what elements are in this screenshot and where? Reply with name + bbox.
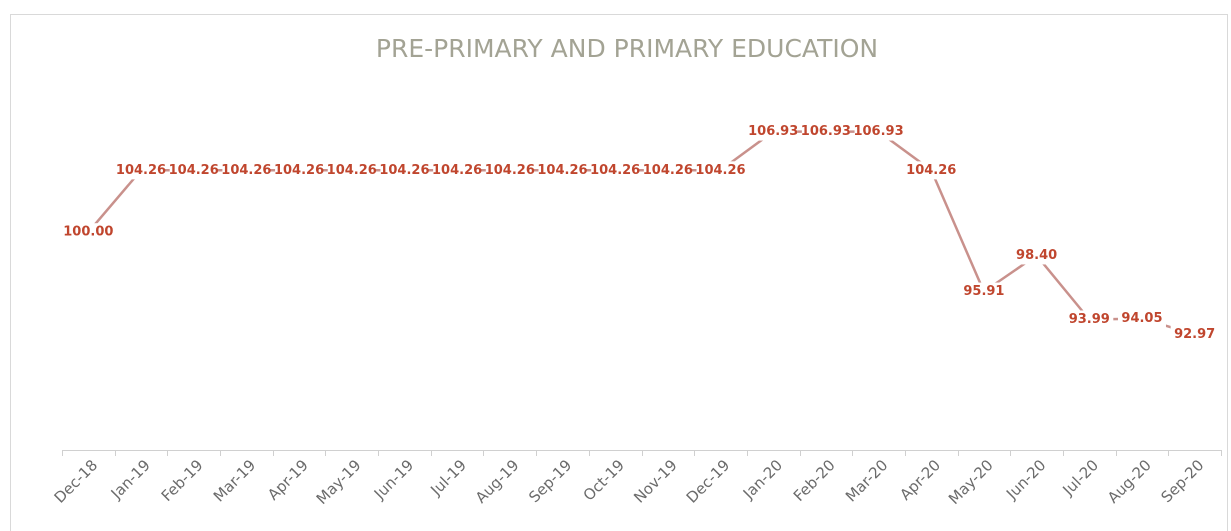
label-bg <box>485 161 534 180</box>
label-bg <box>64 223 113 242</box>
data-label: 104.26 <box>327 163 377 178</box>
data-label: 106.93 <box>853 124 903 139</box>
data-label: 104.26 <box>116 163 166 178</box>
label-bg <box>696 161 745 180</box>
data-label: 104.26 <box>221 163 271 178</box>
data-label: 98.40 <box>1016 248 1057 263</box>
label-bg <box>433 161 482 180</box>
label-bg <box>222 161 271 180</box>
label-bg <box>959 282 1008 301</box>
label-bg <box>907 161 956 180</box>
label-bg <box>1065 310 1114 329</box>
data-label: 104.26 <box>537 163 587 178</box>
label-bg <box>538 161 587 180</box>
label-bg <box>1012 246 1061 265</box>
data-label: 104.26 <box>906 163 956 178</box>
label-bg <box>801 122 850 141</box>
data-label: 104.26 <box>590 163 640 178</box>
data-label: 104.26 <box>169 163 219 178</box>
data-line <box>87 130 1196 336</box>
label-bg <box>591 161 640 180</box>
chart-frame <box>10 14 1228 531</box>
data-label: 93.99 <box>1069 312 1110 327</box>
data-label: 92.97 <box>1174 327 1215 342</box>
label-bg <box>327 161 376 180</box>
data-label: 104.26 <box>432 163 482 178</box>
data-label: 104.26 <box>485 163 535 178</box>
label-bg <box>117 161 166 180</box>
label-bg <box>380 161 429 180</box>
label-bg <box>169 161 218 180</box>
data-label: 106.93 <box>801 124 851 139</box>
label-bg <box>1117 309 1166 328</box>
data-label: 106.93 <box>748 124 798 139</box>
data-label: 104.26 <box>643 163 693 178</box>
label-bg <box>749 122 798 141</box>
data-label: 94.05 <box>1121 311 1162 326</box>
label-bg <box>643 161 692 180</box>
label-bg <box>1170 325 1219 344</box>
data-label: 104.26 <box>379 163 429 178</box>
data-label: 100.00 <box>63 225 113 240</box>
data-label: 95.91 <box>963 284 1004 299</box>
data-label: 104.26 <box>695 163 745 178</box>
label-bg <box>275 161 324 180</box>
chart-title: PRE-PRIMARY AND PRIMARY EDUCATION <box>376 34 878 63</box>
label-bg <box>854 122 903 141</box>
data-label: 104.26 <box>274 163 324 178</box>
